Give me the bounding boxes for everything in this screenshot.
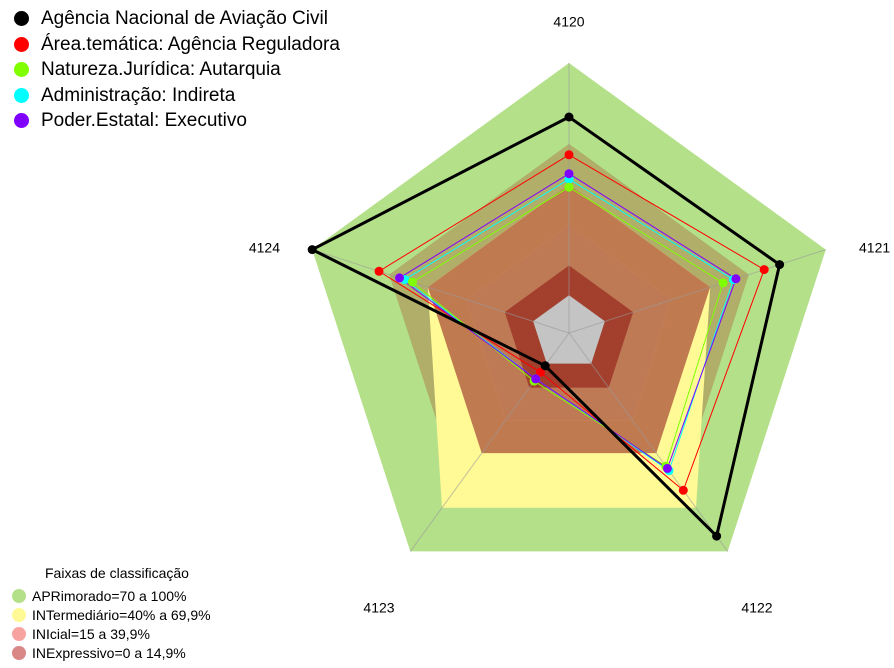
legend-item-anac: Agência Nacional de Aviação Civil — [14, 6, 340, 32]
axis-labels: 4120 4121 4122 4123 4124 — [249, 14, 891, 616]
legend-item-area-tematica: Área.temática: Agência Reguladora — [14, 32, 340, 58]
series-line-agencia-nacional-de-aviacao-civil — [310, 115, 782, 538]
band-label: INIcial=15 a 39,9% — [32, 625, 150, 642]
legend-label: Área.temática: Agência Reguladora — [41, 33, 340, 55]
series-layer — [307, 112, 785, 541]
data-point-poder-estatal-executivo-4124 — [395, 273, 404, 283]
band-marker — [12, 588, 26, 603]
axis-label-4122: 4122 — [741, 600, 772, 616]
legend-item-administracao: Administração: Indireta — [14, 83, 340, 109]
legend-label: Administração: Indireta — [41, 84, 236, 106]
legend-marker — [14, 36, 29, 52]
legend-marker — [14, 87, 29, 103]
data-point-poder-estatal-executivo-4122 — [662, 463, 672, 473]
legend-item-natureza-juridica: Natureza.Jurídica: Autarquia — [14, 57, 340, 83]
series-line-natureza-juridica-autarquia — [411, 186, 724, 467]
band-legend: Faixas de classificação APRimorado=70 a … — [12, 563, 211, 662]
band-label: APRimorado=70 a 100% — [32, 587, 187, 604]
data-point-area-tematica-agencia-reguladora-4123 — [535, 367, 545, 377]
axis-label-4121: 4121 — [859, 240, 890, 256]
legend-label: Natureza.Jurídica: Autarquia — [41, 59, 281, 80]
band-legend-item-inexpressivo: INExpressivo=0 a 14,9% — [12, 643, 211, 662]
axis-label-4120: 4120 — [553, 14, 584, 30]
data-point-area-tematica-agencia-reguladora-4121 — [759, 265, 769, 275]
spoke-4124 — [312, 249, 570, 334]
data-point-agencia-nacional-de-aviacao-civil-4120 — [564, 112, 574, 122]
axis-label-4123: 4123 — [363, 600, 394, 616]
legend-label: Poder.Estatal: Executivo — [41, 110, 247, 131]
spoke-4122 — [568, 332, 729, 552]
data-point-area-tematica-agencia-reguladora-4122 — [678, 485, 688, 495]
data-point-poder-estatal-executivo-4121 — [731, 274, 741, 284]
band-marker — [12, 645, 26, 660]
data-point-area-tematica-agencia-reguladora-4120 — [564, 150, 574, 160]
band-legend-title: Faixas de classificação — [45, 565, 189, 581]
data-point-agencia-nacional-de-aviacao-civil-4123 — [540, 361, 550, 371]
axis-label-4124: 4124 — [249, 240, 280, 256]
band-marker — [12, 607, 26, 622]
data-point-natureza-juridica-autarquia-4121 — [718, 278, 728, 288]
legend-marker — [14, 62, 29, 78]
band-legend-item-aprimorado: APRimorado=70 a 100% — [12, 586, 211, 605]
data-point-agencia-nacional-de-aviacao-civil-4121 — [775, 260, 785, 270]
band-marker — [12, 626, 26, 641]
data-point-area-tematica-agencia-reguladora-4124 — [374, 266, 384, 276]
legend-marker — [14, 11, 29, 27]
band-label: INExpressivo=0 a 14,9% — [32, 644, 186, 661]
data-point-natureza-juridica-autarquia-4124 — [407, 277, 417, 287]
band-label: INTermediário=40% a 69,9% — [32, 606, 211, 623]
band-legend-item-intermediario: INTermediário=40% a 69,9% — [12, 605, 211, 624]
legend-label: Agência Nacional de Aviação Civil — [41, 8, 328, 29]
legend-item-poder-estatal: Poder.Estatal: Executivo — [14, 108, 340, 134]
data-point-agencia-nacional-de-aviacao-civil-4122 — [712, 531, 722, 541]
data-point-poder-estatal-executivo-4120 — [564, 169, 574, 179]
legend-marker — [14, 113, 29, 129]
data-point-agencia-nacional-de-aviacao-civil-4124 — [307, 245, 317, 255]
data-point-poder-estatal-executivo-4123 — [531, 374, 541, 384]
band-legend-item-inicial: INIcial=15 a 39,9% — [12, 624, 211, 643]
series-legend: Agência Nacional de Aviação Civil Área.t… — [14, 6, 340, 134]
data-point-natureza-juridica-autarquia-4120 — [564, 182, 574, 192]
